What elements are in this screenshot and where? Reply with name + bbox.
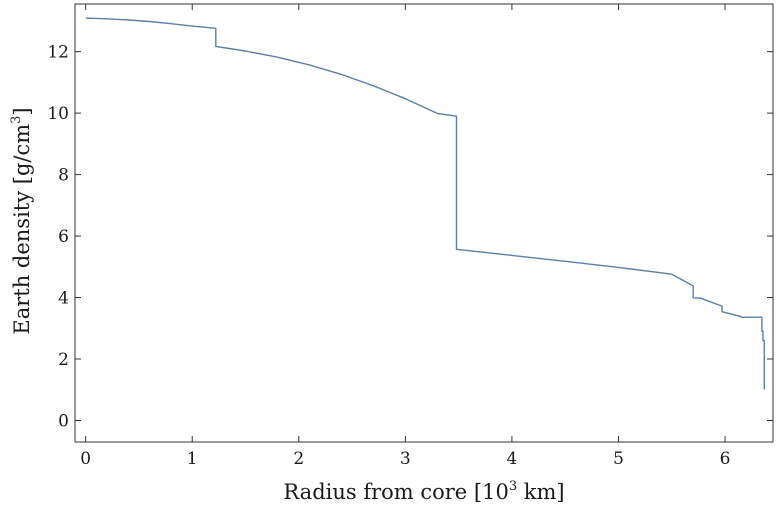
x-tick-label: 5 <box>613 449 624 469</box>
series-layer <box>85 17 765 390</box>
y-tick-label: 4 <box>58 289 69 309</box>
density-series-line <box>85 17 765 390</box>
x-axis-title: Radius from core [103 km] <box>283 479 564 504</box>
y-axis-title: Earth density [g/cm3] <box>9 107 34 334</box>
y-tick-label: 10 <box>47 104 69 124</box>
y-axis-ticks: 0 2 4 6 8 10 12 <box>47 43 773 431</box>
y-tick-label: 0 <box>58 411 69 431</box>
x-tick-label: 2 <box>293 449 304 469</box>
x-tick-label: 3 <box>400 449 411 469</box>
y-tick-label: 8 <box>58 166 69 186</box>
x-tick-label: 4 <box>507 449 518 469</box>
x-tick-label: 6 <box>720 449 731 469</box>
x-tick-label: 0 <box>80 449 91 469</box>
y-tick-label: 6 <box>58 227 69 247</box>
y-tick-label: 12 <box>47 43 69 63</box>
y-tick-label: 2 <box>58 350 69 370</box>
x-axis-ticks: 0 1 2 3 4 5 6 <box>80 4 730 469</box>
x-tick-label: 1 <box>187 449 198 469</box>
plot-frame <box>74 3 774 443</box>
